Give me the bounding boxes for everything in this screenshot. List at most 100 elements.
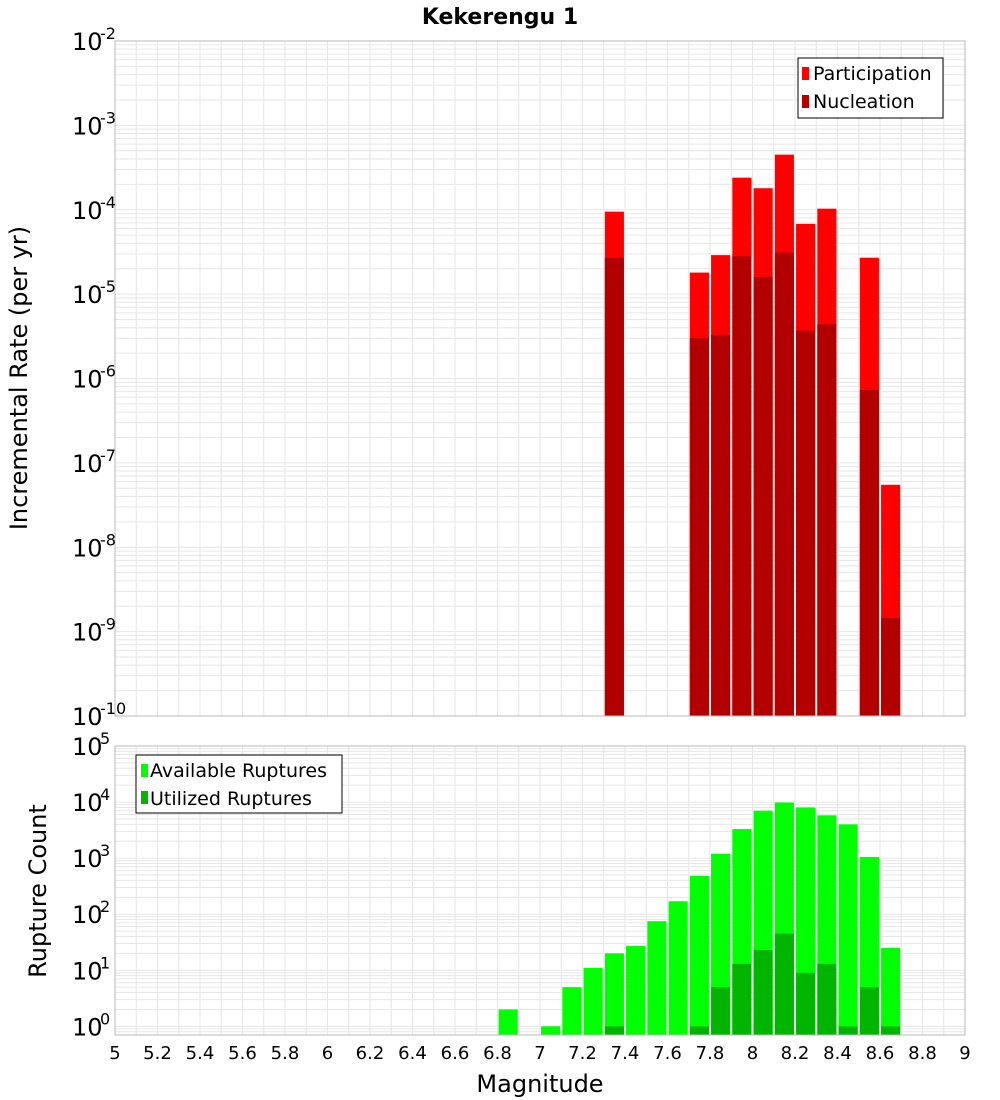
- rate-secondary-bar: [689, 338, 709, 716]
- x-tick-label: 6.4: [398, 1043, 427, 1064]
- utilized-legend-label: Utilized Ruptures: [150, 788, 312, 810]
- bottom-y-tick-base: 10: [72, 789, 103, 817]
- x-tick-label: 5.4: [186, 1043, 215, 1064]
- x-tick-label: 9: [959, 1043, 970, 1064]
- rupture-primary-bar: [647, 921, 667, 1035]
- participation-legend-label: Participation: [813, 63, 932, 85]
- chart-title: Kekerengu 1: [422, 5, 578, 30]
- x-tick-label: 5.8: [271, 1043, 300, 1064]
- rupture-secondary-bar: [859, 987, 879, 1035]
- top-y-tick-base: 10: [72, 366, 103, 394]
- x-tick-label: 8.2: [781, 1043, 810, 1064]
- bottom-y-tick-base: 10: [72, 901, 103, 929]
- rupture-secondary-bar: [838, 1026, 858, 1035]
- rupture-secondary-bar: [774, 933, 794, 1035]
- rate-secondary-bar: [859, 390, 879, 716]
- x-tick-label: 7.8: [696, 1043, 725, 1064]
- x-tick-label: 6.2: [356, 1043, 385, 1064]
- x-tick-label: 7.2: [568, 1043, 597, 1064]
- rate-secondary-bar: [774, 252, 794, 716]
- x-tick-label: 8.8: [908, 1043, 937, 1064]
- top-y-tick-base: 10: [72, 28, 103, 56]
- x-tick-label: 6: [322, 1043, 333, 1064]
- available-legend-label: Available Ruptures: [150, 760, 327, 782]
- bottom-legend: Available Ruptures Utilized Ruptures: [135, 754, 343, 814]
- rupture-primary-bar: [604, 953, 624, 1035]
- x-tick-label: 5.6: [228, 1043, 257, 1064]
- top-plot-grid: [114, 41, 966, 717]
- rupture-secondary-bar: [711, 987, 731, 1035]
- x-tick-labels: 5 5.2 5.4 5.6 5.8 6 6.2 6.4 6.6 6.8 7 7.2 7.4 7.6 7.8 8…: [109, 1043, 970, 1064]
- top-y-tick-exponent: -3: [100, 108, 116, 127]
- top-y-tick-base: 10: [72, 281, 103, 309]
- top-y-tick-labels: 10-210-310-410-510-610-710-810-910-10: [72, 24, 126, 731]
- top-y-tick-base: 10: [72, 450, 103, 478]
- top-y-tick-base: 10: [72, 112, 103, 140]
- rupture-secondary-bar: [796, 972, 816, 1035]
- top-y-tick-exponent: -4: [100, 193, 116, 212]
- x-tick-label: 8: [747, 1043, 758, 1064]
- bottom-y-tick-base: 10: [72, 845, 103, 873]
- rupture-primary-bar: [881, 947, 901, 1035]
- rate-secondary-bar: [817, 324, 837, 716]
- nucleation-legend-label: Nucleation: [813, 91, 915, 113]
- bottom-plot-frame: [114, 745, 966, 1036]
- rupture-secondary-bar: [732, 963, 752, 1035]
- top-y-tick-exponent: -7: [100, 446, 116, 465]
- rate-secondary-bar: [732, 256, 752, 716]
- rupture-secondary-bar: [817, 963, 837, 1035]
- bottom-y-axis-label: Rupture Count: [24, 804, 52, 978]
- x-axis-label: Magnitude: [476, 1070, 603, 1098]
- top-legend-box: [797, 57, 944, 119]
- rupture-secondary-bar: [753, 949, 773, 1035]
- participation-legend-swatch: [802, 67, 809, 80]
- rupture-primary-bar: [562, 987, 582, 1035]
- top-y-tick-base: 10: [72, 197, 103, 225]
- rate-secondary-bar: [753, 276, 773, 716]
- top-y-axis-label: Incremental Rate (per yr): [5, 226, 33, 530]
- bottom-y-tick-exponent: 3: [100, 841, 110, 860]
- rate-secondary-bar: [881, 618, 901, 716]
- x-tick-label: 7.4: [611, 1043, 640, 1064]
- x-tick-label: 8.4: [823, 1043, 852, 1064]
- top-y-tick-base: 10: [72, 534, 103, 562]
- top-plot-frame: [114, 40, 966, 717]
- top-y-tick-exponent: -5: [100, 277, 116, 296]
- x-tick-label: 7.6: [653, 1043, 682, 1064]
- bottom-y-tick-exponent: 5: [100, 729, 110, 748]
- x-tick-label: 8.6: [866, 1043, 895, 1064]
- top-y-tick-exponent: -8: [100, 530, 116, 549]
- top-y-tick-exponent: -6: [100, 362, 116, 381]
- top-y-tick-exponent: -10: [100, 699, 126, 718]
- bottom-y-tick-base: 10: [72, 1013, 103, 1041]
- rupture-secondary-bar: [881, 1026, 901, 1035]
- rupture-primary-bar: [541, 1026, 561, 1035]
- x-tick-label: 6.6: [441, 1043, 470, 1064]
- top-y-tick-base: 10: [72, 703, 103, 731]
- bottom-y-tick-exponent: 1: [100, 953, 110, 972]
- x-tick-label: 5: [109, 1043, 120, 1064]
- bottom-y-tick-exponent: 0: [100, 1009, 110, 1028]
- rupture-secondary-bar: [689, 1026, 709, 1035]
- rupture-primary-bar: [838, 824, 858, 1035]
- rupture-primary-bar: [689, 875, 709, 1035]
- bottom-y-tick-base: 10: [72, 733, 103, 761]
- bottom-y-tick-exponent: 2: [100, 897, 110, 916]
- bottom-legend-box: [135, 754, 343, 814]
- nucleation-legend-swatch: [802, 95, 809, 108]
- rupture-secondary-bar: [604, 1026, 624, 1035]
- rupture-primary-bar: [668, 901, 688, 1035]
- top-y-tick-exponent: -9: [100, 615, 116, 634]
- available-legend-swatch: [141, 764, 148, 777]
- x-tick-label: 7: [534, 1043, 545, 1064]
- top-plot-bars: [604, 154, 901, 717]
- x-tick-label: 5.2: [143, 1043, 172, 1064]
- top-legend: Participation Nucleation: [797, 57, 944, 119]
- bottom-y-tick-base: 10: [72, 957, 103, 985]
- rate-secondary-bar: [711, 334, 731, 716]
- top-y-tick-base: 10: [72, 619, 103, 647]
- bottom-y-tick-exponent: 4: [100, 785, 110, 804]
- bottom-plot-bars: [498, 802, 901, 1035]
- x-tick-label: 6.8: [483, 1043, 512, 1064]
